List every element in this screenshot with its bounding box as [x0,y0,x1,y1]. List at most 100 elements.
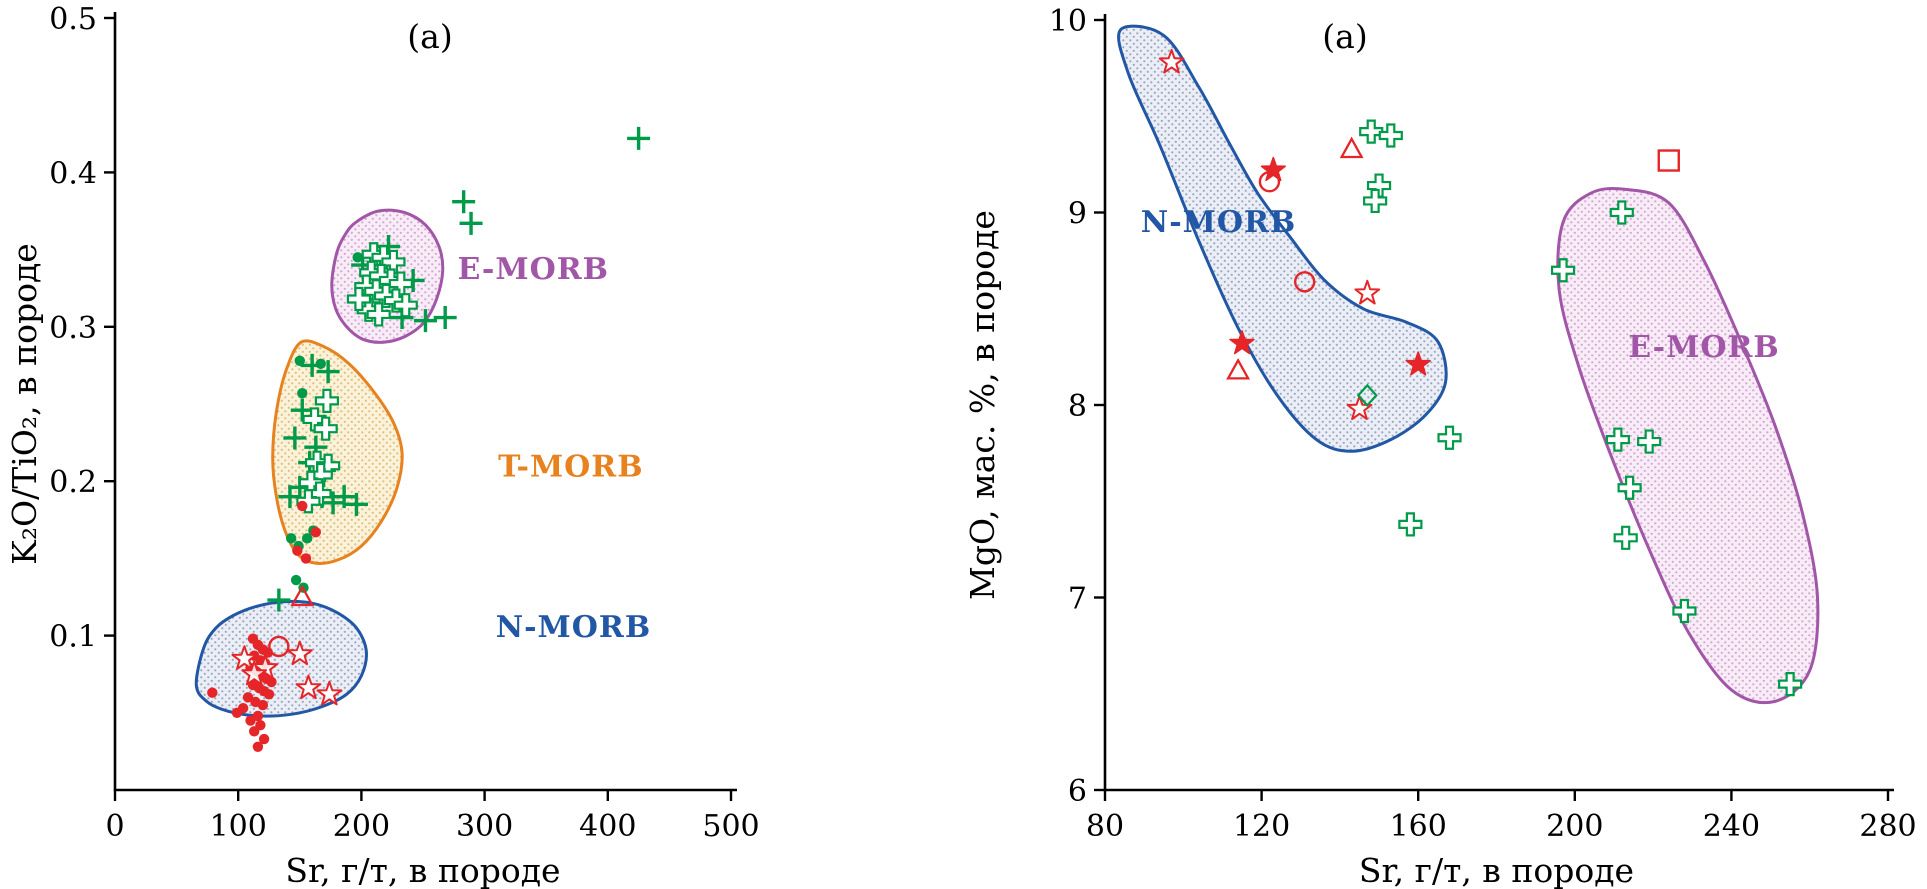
marker-filled-star [1229,330,1255,355]
chart-k2o-tio2-vs-sr-svg: 0 100 200 300 400 500 0.1 0.2 0.3 0.4 0.5 Sr, г/т, … [5,2,760,889]
marker-open-triangle [290,584,315,607]
marker-plus [316,360,340,384]
region-t-morb [271,339,404,565]
region-label-e-morb: E-MORB [1628,330,1780,365]
marker-open-star [295,674,322,700]
marker-open-circle [268,635,290,658]
marker-open-circle [1258,170,1281,193]
x-tick-label: 400 [579,809,636,844]
marker-plus [290,398,314,422]
marker-open-cross [393,293,418,318]
series-red-open-star [231,640,343,706]
marker-open-cross [1398,512,1423,537]
marker-open-cross [1778,672,1803,697]
marker-dot [252,710,264,722]
series-green-open-diamond [1356,383,1378,408]
marker-plus [283,426,307,450]
marker-dot [352,252,363,263]
marker-plus [413,309,437,333]
marker-plus [452,190,476,214]
x-tick-label: 160 [1390,809,1447,844]
marker-dot [231,707,243,718]
marker-open-cross [1672,598,1697,624]
y-tick-label: 0.4 [49,156,97,191]
marker-dot [249,726,260,737]
y-axis-title: K₂O/TiO₂, в породе [5,243,44,565]
marker-dot [263,689,275,700]
marker-open-cross [364,279,389,304]
x-tick-label: 300 [456,809,513,844]
marker-open-cross [366,302,391,327]
y-tick-label: 0.3 [49,311,97,346]
series-red-open-circle [268,635,290,658]
regions [1117,24,1820,705]
marker-open-star [286,640,313,666]
marker-open-cross [1609,200,1634,225]
marker-open-cross [371,245,396,270]
y-tick-label: 10 [1049,4,1087,39]
x-tick-label: 240 [1703,809,1760,844]
marker-dot [252,741,264,752]
marker-dot [310,526,322,538]
marker-open-star [252,654,279,680]
marker-open-cross [1605,427,1630,452]
marker-plus [627,126,651,150]
marker-open-triangle [1339,136,1364,159]
x-tick-label: 280 [1859,809,1916,844]
chart-mgo-vs-sr: 80 120 160 200 240 280 6 7 8 9 10 Sr, г/т, в породе… [950,0,1927,889]
marker-open-star [241,660,268,686]
series-green-open-cross [1359,119,1803,697]
y-tick-label: 6 [1068,774,1087,809]
marker-plus [332,485,356,509]
marker-open-cross [346,286,372,312]
region-e-morb [1556,186,1820,705]
region-labels: E-MORB T-MORB N-MORB [457,252,652,645]
marker-plus [278,485,302,509]
marker-dot [258,733,270,745]
marker-plus [344,492,368,516]
y-tick-label: 7 [1068,582,1087,617]
panel-label: (a) [1322,17,1367,56]
marker-dot [292,545,303,556]
marker-dot [266,676,277,688]
series-red-open-square [1657,149,1680,172]
marker-dot [297,387,308,399]
marker-open-cross [1637,429,1662,454]
x-tick-label: 0 [105,809,124,844]
y-tick-label: 9 [1068,197,1087,232]
marker-open-cross [383,288,408,313]
marker-open-cross [296,489,321,514]
region-n-morb [194,599,368,718]
marker-open-cross [1437,425,1462,450]
marker-filled-star [1405,351,1431,376]
x-tick-label: 200 [1546,809,1603,844]
marker-open-diamond [1356,383,1378,408]
marker-open-cross [313,416,338,441]
region-label-e-morb: E-MORB [457,252,609,287]
marker-dot [257,699,269,711]
marker-dot [242,692,254,703]
region-label-n-morb: N-MORB [496,610,652,645]
axes: 0 100 200 300 400 500 0.1 0.2 0.3 0.4 0.5 Sr, г/т, … [5,2,760,889]
x-tick-label: 200 [333,809,390,844]
marker-open-cross [314,388,340,414]
marker-dot [294,355,305,366]
axes: 80 120 160 200 240 280 6 7 8 9 10 Sr, г/т, в породе… [963,4,1917,889]
y-tick-label: 8 [1068,389,1087,424]
x-tick-label: 500 [702,809,759,844]
marker-plus [433,306,457,330]
panel-label: (a) [407,17,452,56]
chart-k2o-tio2-vs-sr: 0 100 200 300 400 500 0.1 0.2 0.3 0.4 0.5 Sr, г/т, … [0,0,950,889]
marker-dot [301,533,313,544]
series-red-open-star [1158,48,1381,420]
marker-open-triangle [1226,357,1251,380]
marker-open-square [1657,149,1680,172]
marker-open-star [1354,279,1381,305]
series-red-open-circle [1258,170,1316,293]
y-tick-label: 0.2 [49,465,97,500]
marker-open-cross [1363,188,1388,214]
marker-dot [290,574,302,586]
series-red-open-triangle [1226,136,1364,380]
marker-dot [300,553,312,564]
marker-dot [207,687,218,698]
